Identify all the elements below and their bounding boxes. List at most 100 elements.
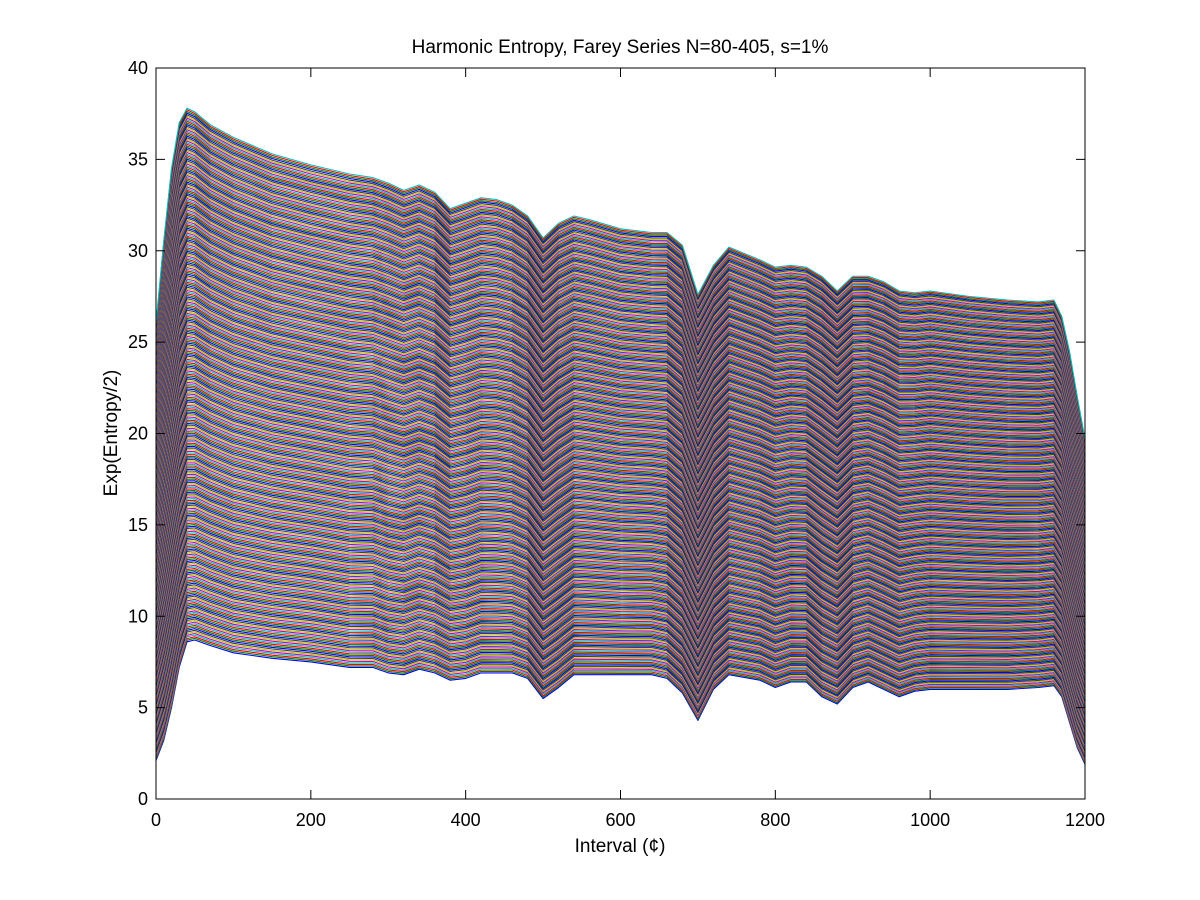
series-line <box>156 442 1085 644</box>
y-axis-label: Exp(Entropy/2) <box>101 370 122 497</box>
series-line <box>156 476 1085 665</box>
series-line <box>156 237 1085 519</box>
series-line <box>156 489 1085 673</box>
series-line <box>156 615 1085 750</box>
series-line <box>156 432 1085 638</box>
series-line <box>156 307 1085 562</box>
x-tick-label: 600 <box>605 810 635 830</box>
series-line <box>156 517 1085 690</box>
series-line <box>156 309 1085 563</box>
series-line <box>156 360 1085 594</box>
series-line <box>156 493 1085 675</box>
series-line <box>156 437 1085 641</box>
series-line <box>156 261 1085 534</box>
series-line <box>156 637 1085 764</box>
series-line <box>156 436 1085 640</box>
series-line <box>156 491 1085 674</box>
series-line <box>156 344 1085 584</box>
series-line <box>156 174 1085 481</box>
series-line <box>156 119 1085 447</box>
series-line <box>156 403 1085 620</box>
series-line <box>156 242 1085 522</box>
series-line <box>156 485 1085 670</box>
series-line <box>156 107 1085 440</box>
series-line <box>156 181 1085 485</box>
series-line <box>156 468 1085 660</box>
series-line <box>156 498 1085 678</box>
series-line <box>156 589 1085 734</box>
series-line <box>156 248 1085 526</box>
series-line <box>156 110 1085 442</box>
series-line <box>156 499 1085 679</box>
series-line <box>156 166 1085 476</box>
y-tick-label: 20 <box>128 424 148 444</box>
series-line <box>156 506 1085 683</box>
series-line <box>156 201 1085 497</box>
series-line <box>156 576 1085 726</box>
series-line <box>156 239 1085 520</box>
series-line <box>156 137 1085 458</box>
series-line <box>156 501 1085 680</box>
series-line <box>156 566 1085 720</box>
series-line <box>156 455 1085 652</box>
series-line <box>156 574 1085 725</box>
series-line <box>156 404 1085 621</box>
series-line <box>156 639 1085 765</box>
series-line <box>156 537 1085 702</box>
x-tick-label: 1000 <box>910 810 950 830</box>
series-line <box>156 624 1085 756</box>
series-line <box>156 577 1085 727</box>
series-line <box>156 271 1085 540</box>
series-line <box>156 519 1085 691</box>
series-line <box>156 628 1085 758</box>
series-line <box>156 296 1085 555</box>
series-line <box>156 193 1085 492</box>
series-line <box>156 206 1085 500</box>
series-line <box>156 109 1085 441</box>
series-line <box>156 421 1085 631</box>
series-line <box>156 629 1085 759</box>
series-line <box>156 504 1085 682</box>
series-line <box>156 217 1085 507</box>
series-line <box>156 130 1085 454</box>
series-line <box>156 247 1085 525</box>
series-line <box>156 496 1085 677</box>
series-line <box>156 357 1085 592</box>
series-line <box>156 209 1085 502</box>
series-line <box>156 554 1085 713</box>
series-line <box>156 535 1085 701</box>
series-line <box>156 321 1085 570</box>
series-line <box>156 370 1085 600</box>
series-line <box>156 550 1085 710</box>
series-line <box>156 592 1085 736</box>
y-tick-label: 10 <box>128 606 148 626</box>
series-line <box>156 386 1085 610</box>
series-line <box>156 419 1085 630</box>
series-line <box>156 196 1085 494</box>
series-line <box>156 454 1085 651</box>
series-line <box>156 467 1085 659</box>
series-line <box>156 142 1085 461</box>
series-line <box>156 273 1085 541</box>
series-line <box>156 337 1085 580</box>
series-line <box>156 414 1085 627</box>
series-line <box>156 260 1085 533</box>
series-line <box>156 426 1085 634</box>
series-line <box>156 636 1085 763</box>
series-line <box>156 563 1085 718</box>
series-line <box>156 413 1085 626</box>
series-line <box>156 450 1085 649</box>
series-line <box>156 409 1085 624</box>
series-line <box>156 156 1085 470</box>
series-line <box>156 135 1085 457</box>
series-line <box>156 383 1085 608</box>
series-line <box>156 291 1085 552</box>
series-line <box>156 509 1085 685</box>
series-line <box>156 483 1085 669</box>
series-line <box>156 398 1085 617</box>
series-line <box>156 349 1085 587</box>
series-line <box>156 204 1085 499</box>
series-line <box>156 327 1085 574</box>
series-line <box>156 114 1085 444</box>
y-tick-label: 40 <box>128 58 148 78</box>
